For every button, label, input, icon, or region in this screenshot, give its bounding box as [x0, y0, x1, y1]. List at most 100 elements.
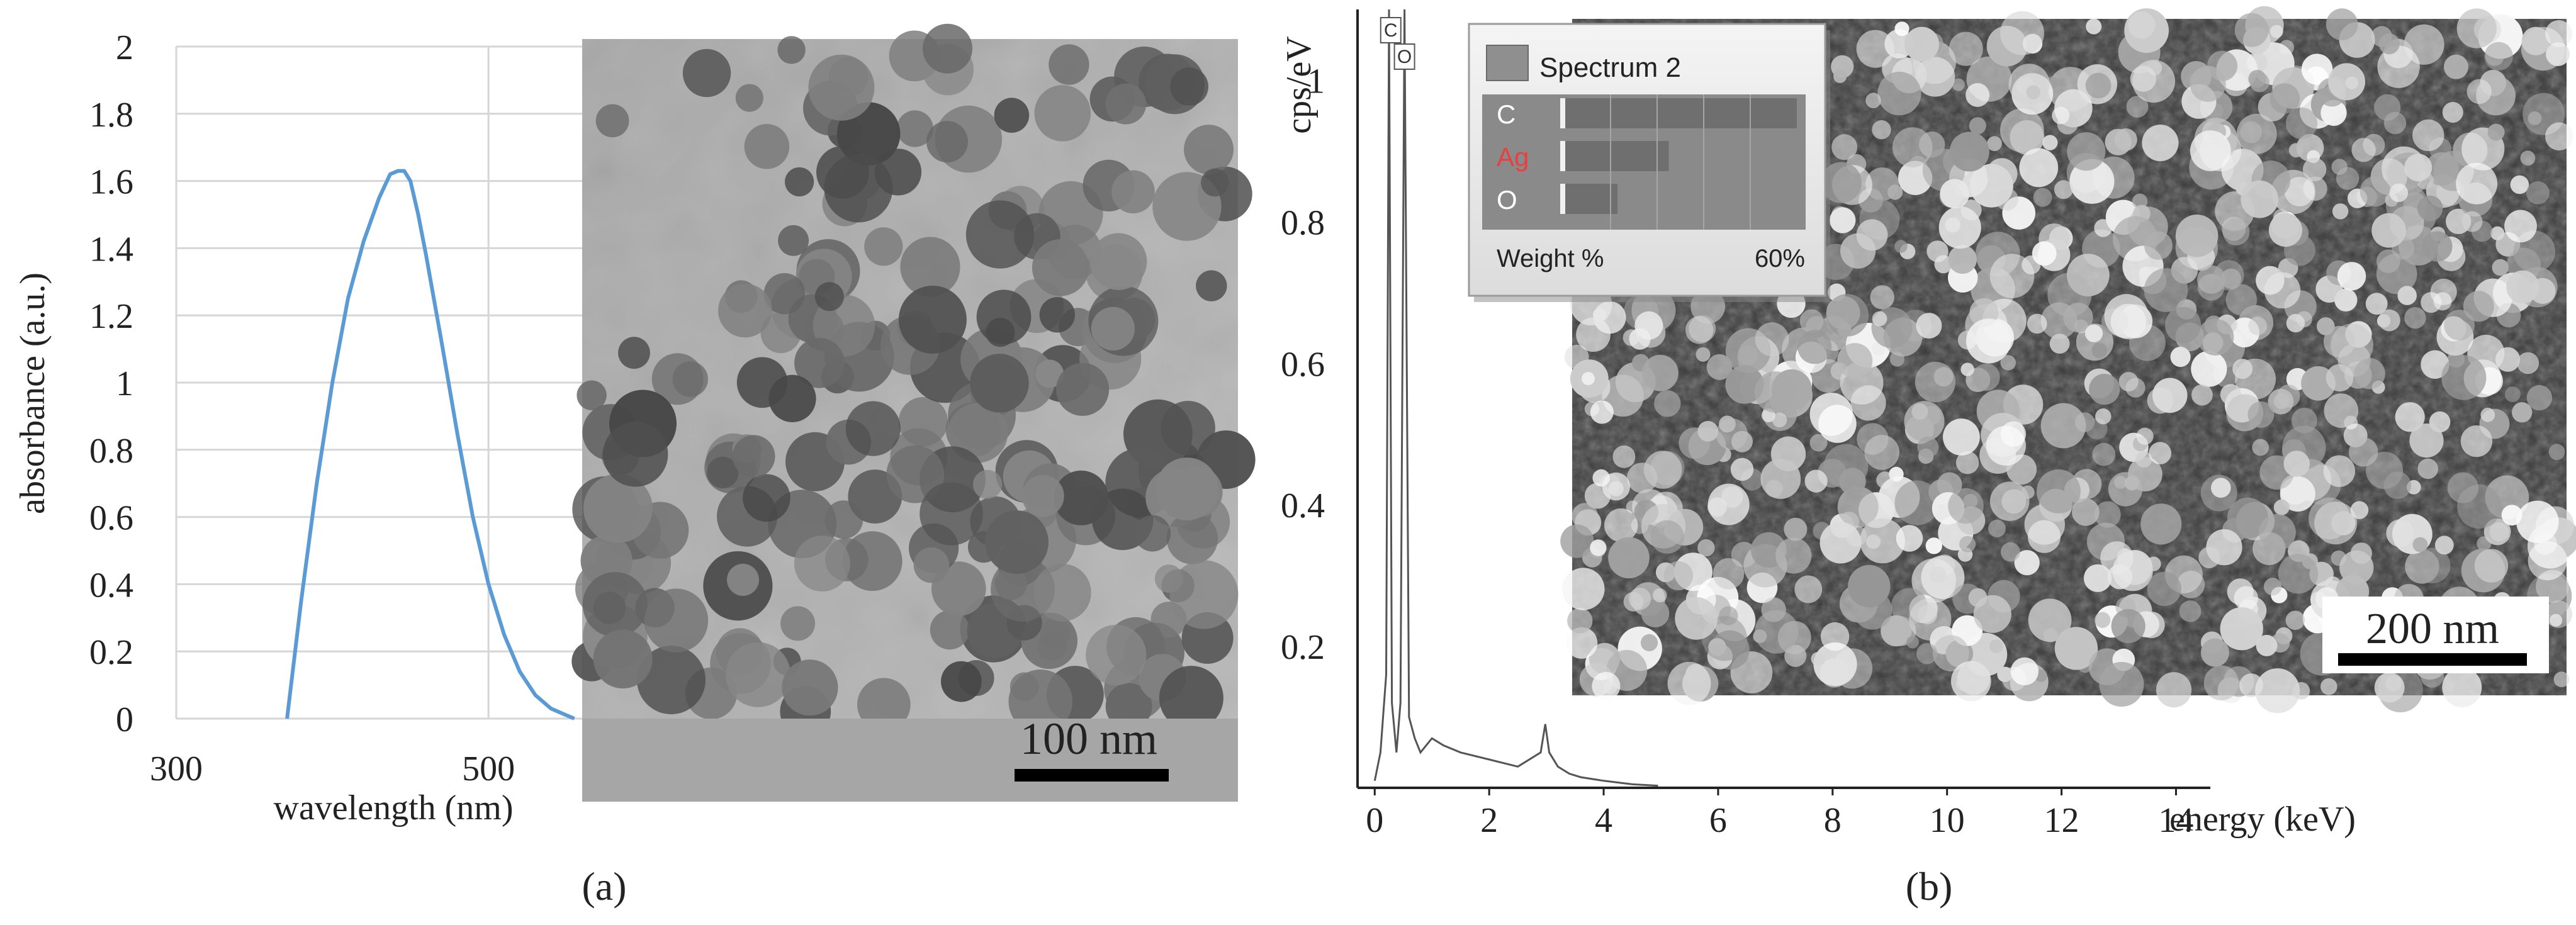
sem-particle: [2320, 99, 2347, 126]
sem-particle: [1604, 508, 1638, 542]
eds-footer-label: Weight %: [1497, 245, 1604, 272]
sem-particle: [1989, 639, 2003, 654]
sem-particle: [2234, 13, 2269, 47]
tem-particle: [735, 84, 763, 112]
sem-particle: [1850, 385, 1886, 421]
panel-a-x-tick-label: 500: [462, 749, 515, 788]
sem-particle: [1938, 206, 1981, 249]
sem-particle: [2337, 262, 2366, 291]
sem-particle: [2019, 148, 2059, 188]
sem-particle: [2135, 451, 2152, 468]
sem-particle: [2042, 135, 2058, 150]
panel-b-x-tick-label: 10: [1930, 801, 1965, 840]
sem-particle: [2421, 350, 2449, 379]
sem-particle: [1876, 471, 1894, 489]
sem-particle: [2414, 547, 2451, 583]
sem-particle: [1877, 71, 1921, 116]
sem-particle: [1755, 610, 1799, 654]
sem-particle: [2323, 455, 2356, 487]
sem-particle: [2444, 54, 2468, 79]
sem-particle: [2225, 284, 2257, 316]
tem-particle: [1034, 85, 1091, 142]
sem-particle: [2463, 291, 2494, 322]
sem-particle: [1641, 599, 1670, 628]
sem-particle: [2389, 183, 2409, 203]
sem-particle: [2110, 303, 2146, 340]
sem-particle: [1592, 469, 1610, 487]
tem-particle: [976, 289, 1032, 345]
sem-particle: [1730, 457, 1754, 481]
panel-b-x-tick-label: 12: [2044, 801, 2079, 840]
tem-particle: [794, 535, 850, 591]
sem-particle: [1894, 240, 1908, 253]
sem-particle: [2280, 476, 2315, 512]
tem-particle: [923, 23, 972, 74]
sem-particle: [1653, 588, 1667, 603]
tem-particle: [970, 354, 1029, 413]
sem-particle: [2442, 102, 2463, 123]
tem-particle: [778, 225, 809, 256]
panel-a-y-tick-label: 0.8: [89, 432, 133, 471]
sem-particle: [1725, 365, 1764, 404]
tem-particle: [941, 661, 982, 702]
sem-particle: [2010, 120, 2045, 155]
sem-particle: [1865, 167, 1899, 201]
tem-particle: [644, 588, 709, 653]
panel-b-x-axis-label: energy (keV): [2169, 800, 2356, 839]
sem-particle: [2417, 458, 2438, 479]
sem-particle: [2314, 502, 2358, 545]
panel-a-label: (a): [582, 864, 626, 909]
panel-a-y-tick-label: 0.4: [89, 566, 133, 605]
sem-particle: [2001, 542, 2020, 562]
sem-particle: [1612, 445, 1636, 468]
sem-particle: [1932, 635, 1969, 671]
sem-particle: [1760, 459, 1801, 499]
tem-particle: [1105, 683, 1152, 730]
panel-b-x-tick-label: 4: [1595, 801, 1612, 840]
sem-particle: [2404, 307, 2426, 329]
sem-particle: [2128, 11, 2156, 39]
sem-particle: [1642, 354, 1679, 391]
sem-particle: [1608, 537, 1650, 579]
sem-particle: [2425, 152, 2459, 186]
sem-particle: [2190, 130, 2231, 171]
tem-particle: [768, 374, 816, 423]
sem-particle: [2520, 150, 2536, 166]
sem-particle: [1986, 158, 2018, 189]
sem-particle: [2512, 402, 2533, 423]
sem-particle: [2256, 634, 2278, 656]
eds-bar-marker: [1560, 141, 1565, 171]
sem-particle: [2198, 547, 2220, 568]
sem-particle: [2354, 358, 2385, 390]
tem-bottom-band: [582, 719, 1238, 802]
sem-particle: [2091, 342, 2107, 359]
peak-marker-box: [1380, 17, 1402, 43]
panel-b-x-tick-label: 14: [2158, 801, 2193, 840]
sem-scale-label: 200 nm: [2366, 605, 2499, 653]
tem-particle: [898, 286, 967, 354]
tem-particle: [808, 54, 875, 121]
sem-particle: [1987, 136, 2002, 152]
sem-particle: [2456, 8, 2497, 48]
tem-particle: [985, 510, 1049, 574]
sem-particle: [2545, 122, 2573, 151]
eds-spectrum-box: Spectrum 2 C Ag O Weight % 60%: [1468, 23, 1830, 302]
sem-particle: [2374, 672, 2405, 703]
sem-particle: [1904, 26, 1939, 62]
sem-particle: [2528, 111, 2542, 125]
tem-particle: [718, 283, 772, 338]
tem-particle: [1156, 457, 1218, 520]
tem-particle: [707, 456, 739, 489]
sem-particle: [1833, 69, 1847, 83]
sem-particle: [2349, 437, 2378, 467]
eds-element-bar: [1564, 98, 1797, 128]
sem-particle: [2083, 564, 2112, 592]
sem-particle: [1969, 117, 1986, 135]
panel-a-y-axis-label: absorbance (a.u.): [13, 272, 52, 514]
sem-particle: [1892, 127, 1933, 167]
sem-particle: [1930, 566, 1947, 584]
sem-particle: [2317, 317, 2335, 335]
sem-particle: [2094, 612, 2111, 628]
sem-particle: [2028, 598, 2072, 642]
sem-particle: [1972, 363, 2000, 391]
